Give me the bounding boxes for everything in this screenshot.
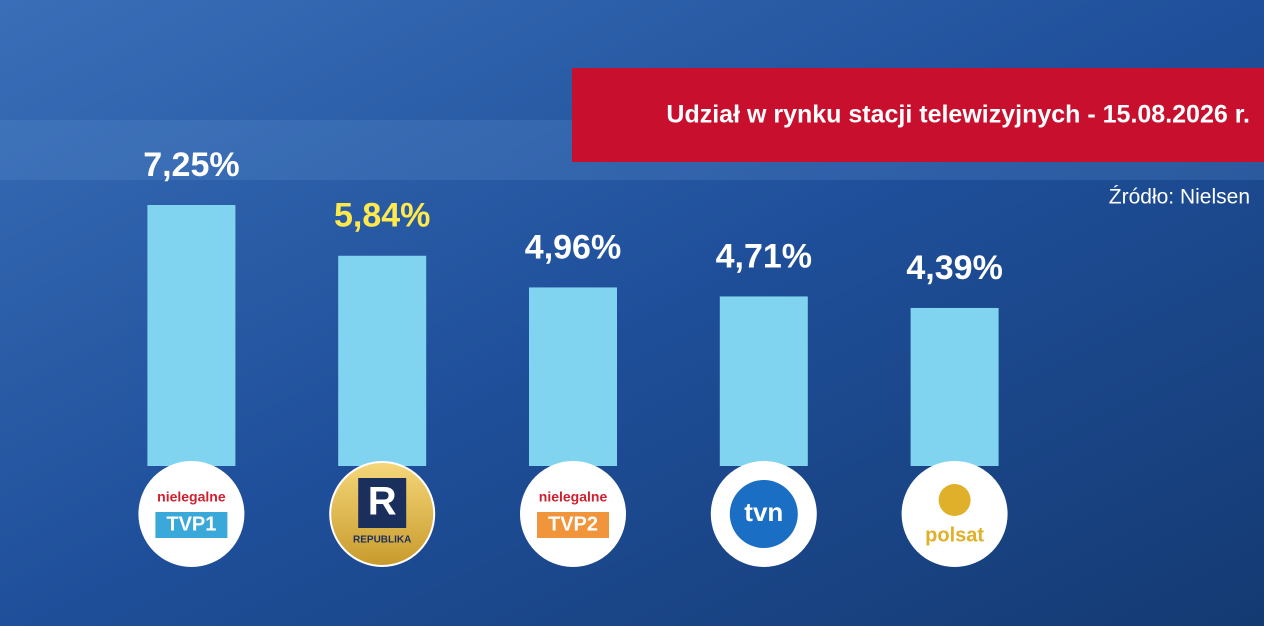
- logo-text: polsat: [925, 524, 984, 546]
- value-label: 5,84%: [334, 197, 430, 235]
- logo-mark: R: [368, 480, 397, 524]
- logo-inner: [537, 512, 609, 538]
- value-label: 7,25%: [143, 146, 239, 184]
- logo-badge: nielegalne: [157, 489, 226, 505]
- logo-sun: [938, 484, 971, 516]
- logo-inner: [729, 480, 798, 548]
- bar: [719, 296, 808, 466]
- logo-text: REPUBLIKA: [353, 535, 411, 546]
- logo-inner: [155, 512, 228, 538]
- logo-badge: nielegalne: [539, 489, 608, 505]
- logo-text: TVP1: [166, 513, 216, 535]
- bar: [910, 307, 999, 466]
- value-label: 4,39%: [906, 249, 1002, 287]
- chart-title: Udział w rynku stacji telewizyjnych - 15…: [666, 101, 1250, 129]
- source: Źródło: Nielsen: [1109, 186, 1250, 209]
- logo-inner: [358, 478, 407, 528]
- logo-text: tvn: [744, 497, 783, 527]
- logo-text: TVP2: [548, 513, 598, 535]
- value-label: 4,71%: [716, 237, 812, 275]
- bar: [147, 205, 236, 466]
- bar: [338, 255, 427, 466]
- bar: [529, 287, 617, 466]
- value-label: 4,96%: [525, 228, 621, 266]
- title-box: [572, 68, 1264, 162]
